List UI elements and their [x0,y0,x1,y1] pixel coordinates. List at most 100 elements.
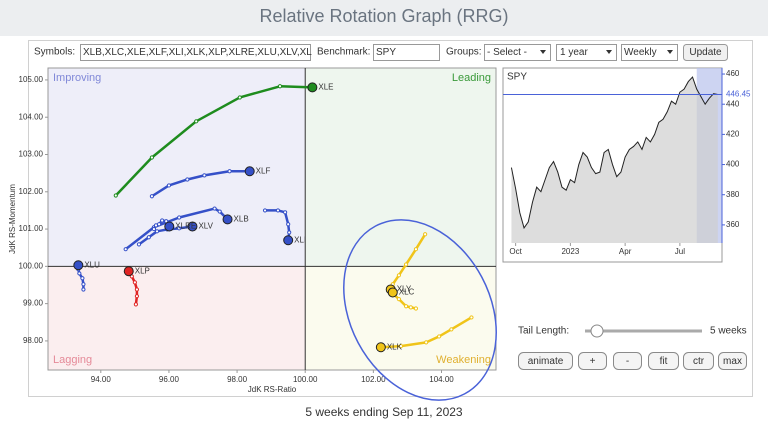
symbols-input[interactable] [80,44,311,61]
tail-point [134,294,140,299]
y-tick-label: 102.00 [19,187,44,196]
benchmark-input[interactable] [373,44,440,61]
y-tick-label: 460 [726,69,740,78]
benchmark-value: SPY [376,47,396,58]
dropdown-arrow [667,50,673,54]
tail-point [277,84,283,89]
tail-point [146,235,151,240]
interval-select[interactable] [621,44,678,61]
series-label: XLF [256,166,271,175]
tail-line [380,316,473,349]
tail-point [185,177,190,182]
y-tick-label: 400 [726,160,740,169]
head-point [187,221,198,232]
tail-point [262,208,268,213]
control-button[interactable] [518,352,573,370]
head-point [164,221,175,232]
y-tick-label: 100.00 [19,261,44,270]
last-price-label: 446.45 [726,90,751,99]
head-point [222,214,233,225]
tail-point [408,305,413,310]
button-label: animate [528,356,564,367]
x-axis-label: JdK RS-Ratio [248,385,297,394]
y-tick-label: 98.00 [23,336,44,345]
series-label: XLI [294,235,306,244]
button-row: animate + - fit ctr max [518,352,747,370]
tail-point [166,183,172,188]
tail-point [286,222,291,227]
control-button[interactable] [613,352,642,370]
tail-line [114,85,313,197]
x-tick-label: 96.00 [159,375,180,384]
tail-point [227,169,232,174]
x-tick-label: 98.00 [227,375,248,384]
period-select[interactable] [556,44,617,61]
series-label: XLE [318,82,333,91]
tail-point [237,95,242,100]
update-button[interactable] [683,44,728,61]
groups-select[interactable] [484,44,551,61]
tail-point [413,247,419,252]
highlight-ellipse [343,219,497,401]
head-point [375,342,386,353]
x-tick-label: Oct [509,247,522,256]
x-tick-label: Jul [675,247,685,256]
tail-line [151,170,250,198]
tail-point [123,247,128,252]
series-label: XLP [135,266,150,275]
tail-point [81,287,86,292]
groups-value: - Select - [487,47,527,58]
y-tick-label: 99.00 [23,299,44,308]
control-button[interactable] [683,352,714,370]
series-label: XLY [397,285,412,294]
rrg-chart: Improving Leading Lagging Weakening 98.00 99.… [8,67,497,394]
y-tick-label: 103.00 [19,150,44,159]
tail-point [212,206,217,211]
control-button[interactable] [648,352,679,370]
head-point [73,260,84,271]
tail-point [403,304,409,309]
header-bar [0,0,768,36]
tail-point [80,276,85,281]
y-tick-label: 360 [726,220,740,229]
dropdown-arrow [606,50,612,54]
quadrant-label: Leading [452,72,491,84]
tail-point [398,344,404,349]
tail-point [113,193,118,198]
tail-point [217,209,222,214]
series-label: XLB [234,214,249,223]
y-tick-label: 105.00 [19,75,44,84]
button-label: fit [660,356,668,367]
quadrant-label: Weakening [436,354,491,366]
control-button[interactable] [578,352,607,370]
control-button[interactable] [718,352,747,370]
y-axis-label: JdK RS-Momentum [8,184,17,254]
tail-point [469,315,474,320]
update-label: Update [689,47,722,58]
tail-point [275,208,281,213]
head-point [123,266,134,277]
quadrant-lagging [48,266,306,370]
tail-point [177,215,182,220]
button-label: max [723,356,742,367]
tail-point [449,327,454,332]
tail-point [81,282,86,287]
tail-point [132,280,137,285]
symbols-value: XLB,XLC,XLE,XLF,XLI,XLK,XLP,XLRE,XLU,XLV… [83,47,312,58]
head-point [307,82,318,93]
interval-value: Weekly [624,47,657,58]
tail-point [202,173,207,178]
tail-slider-thumb[interactable] [590,324,604,338]
tail-point [413,306,419,311]
x-tick-label: 104.00 [429,375,454,384]
head-point [283,235,294,246]
tail-point [154,229,160,234]
tail-point [287,230,292,235]
y-tick-label: 380 [726,190,740,199]
tail-point [423,232,428,237]
tail-point [134,287,140,292]
tail-point [283,210,288,215]
series-label: XLC [399,288,415,297]
series-label: XLU [84,260,100,269]
